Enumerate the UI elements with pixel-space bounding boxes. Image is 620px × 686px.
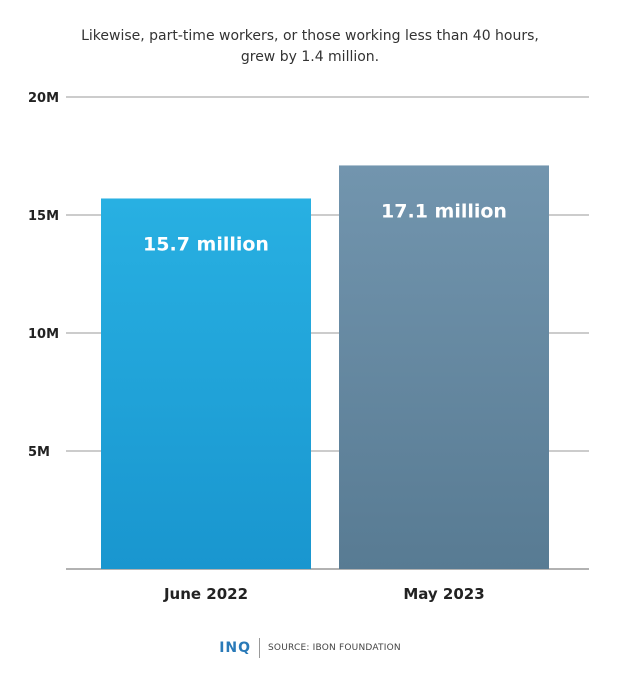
source-text: SOURCE: IBON FOUNDATION xyxy=(268,643,401,653)
bar xyxy=(101,198,311,570)
footer: INQ SOURCE: IBON FOUNDATION xyxy=(0,636,620,660)
footer-divider xyxy=(259,638,261,658)
bar-chart: 5M 10M 15M 20M 15.7 million June 2022 17.1 mil… xyxy=(28,91,589,603)
bars xyxy=(101,165,549,570)
chart-title-line-1: Likewise, part-time workers, or those wo… xyxy=(81,28,539,44)
chart-title: Likewise, part-time workers, or those wo… xyxy=(40,26,580,68)
y-tick-label: 10M xyxy=(28,327,59,342)
x-category-label: June 2022 xyxy=(163,585,248,603)
inq-logo: INQ xyxy=(219,640,252,656)
x-category-label: May 2023 xyxy=(403,585,484,603)
y-tick-label: 20M xyxy=(28,91,59,106)
chart-title-line-2: grew by 1.4 million. xyxy=(240,49,380,65)
bar-value-label: 15.7 million xyxy=(143,233,269,255)
labels: 5M 10M 15M 20M 15.7 million June 2022 17.1 mil… xyxy=(28,91,507,603)
y-tick-label: 5M xyxy=(28,445,50,460)
bar-value-label: 17.1 million xyxy=(381,200,507,222)
bar xyxy=(339,165,549,569)
y-tick-label: 15M xyxy=(28,209,59,224)
